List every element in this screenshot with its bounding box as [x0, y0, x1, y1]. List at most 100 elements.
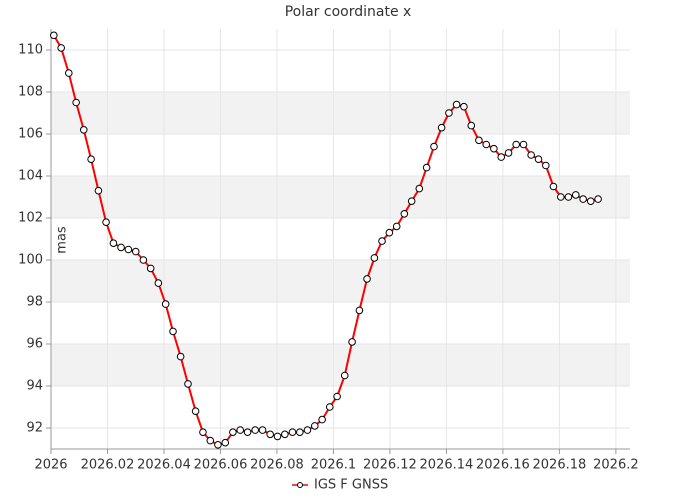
x-tick-label: 2026.02	[81, 458, 135, 473]
point	[340, 371, 349, 380]
point	[50, 31, 58, 40]
point	[422, 163, 431, 172]
point	[154, 279, 163, 287]
point	[333, 392, 341, 401]
point	[557, 193, 565, 201]
point	[221, 438, 230, 447]
point	[363, 275, 371, 283]
point	[176, 352, 185, 361]
point	[378, 237, 386, 245]
y-tick-label: 102	[18, 211, 43, 226]
x-tick-label: 2026.12	[363, 458, 417, 473]
point	[146, 264, 155, 273]
point	[236, 426, 245, 434]
x-tick-label: 2026.16	[476, 458, 530, 473]
point	[549, 182, 558, 191]
point	[258, 426, 267, 434]
point	[281, 430, 289, 439]
point	[87, 155, 95, 163]
x-tick-label: 2026.18	[533, 458, 587, 473]
point	[296, 428, 304, 437]
point	[109, 239, 118, 247]
point	[579, 195, 587, 203]
point	[504, 149, 513, 157]
x-tick-label: 2026.06	[194, 458, 248, 473]
y-tick-label: 100	[18, 253, 43, 268]
y-tick-label: 96	[26, 337, 43, 352]
point	[452, 100, 461, 109]
legend-label: IGS F GNSS	[314, 478, 388, 493]
x-tick-label: 2026.04	[137, 458, 191, 473]
point	[415, 184, 424, 193]
point	[131, 247, 140, 256]
point	[124, 245, 133, 254]
y-tick-label: 98	[26, 295, 43, 310]
point	[564, 193, 573, 201]
point	[460, 102, 468, 111]
point	[288, 428, 297, 437]
point	[266, 430, 274, 439]
point	[243, 428, 252, 437]
point	[407, 197, 416, 205]
point	[94, 186, 103, 195]
point	[534, 155, 543, 163]
point	[490, 144, 498, 153]
point	[445, 109, 453, 117]
point	[117, 243, 125, 252]
grid-band	[51, 176, 630, 218]
point	[79, 126, 88, 134]
y-axis-label: mas	[55, 226, 70, 254]
y-tick-label: 92	[26, 421, 43, 436]
chart-title: Polar coordinate x	[285, 4, 412, 20]
point	[370, 254, 379, 262]
y-tick-label: 94	[26, 379, 43, 394]
point	[400, 210, 409, 218]
y-tick-label: 110	[18, 43, 43, 58]
point	[229, 428, 237, 437]
point	[169, 327, 177, 336]
point	[310, 422, 319, 430]
point	[139, 256, 148, 264]
point	[72, 98, 80, 107]
point	[482, 140, 491, 149]
point	[273, 432, 282, 441]
point	[161, 300, 170, 308]
y-tick-label: 106	[18, 127, 43, 142]
point	[392, 222, 401, 231]
grid-band	[51, 260, 630, 302]
point	[199, 428, 207, 437]
x-tick-label: 2026	[34, 458, 67, 473]
y-tick-label: 108	[18, 85, 43, 100]
point	[348, 338, 356, 346]
point	[586, 197, 595, 205]
point	[191, 407, 200, 416]
point	[325, 403, 334, 411]
x-tick-label: 2026.08	[250, 458, 304, 473]
x-tick-label: 2026.2	[593, 458, 639, 473]
point	[475, 136, 483, 145]
point	[385, 228, 394, 237]
point	[437, 123, 446, 132]
point	[519, 140, 528, 149]
point	[497, 153, 506, 161]
grid-band	[51, 344, 630, 386]
point	[594, 195, 602, 203]
x-tick-label: 2026.1	[311, 458, 357, 473]
point	[571, 191, 580, 199]
legend-marker	[297, 482, 303, 488]
point	[206, 436, 215, 445]
point	[303, 426, 312, 434]
point	[467, 121, 476, 130]
point	[542, 161, 550, 170]
point	[184, 380, 192, 388]
point	[64, 69, 73, 77]
point	[214, 441, 222, 449]
grid-band	[51, 92, 630, 134]
x-tick-label: 2026.14	[420, 458, 474, 473]
point	[355, 306, 364, 315]
point	[251, 426, 260, 434]
point	[57, 44, 65, 52]
point	[102, 218, 110, 226]
point	[318, 415, 326, 424]
